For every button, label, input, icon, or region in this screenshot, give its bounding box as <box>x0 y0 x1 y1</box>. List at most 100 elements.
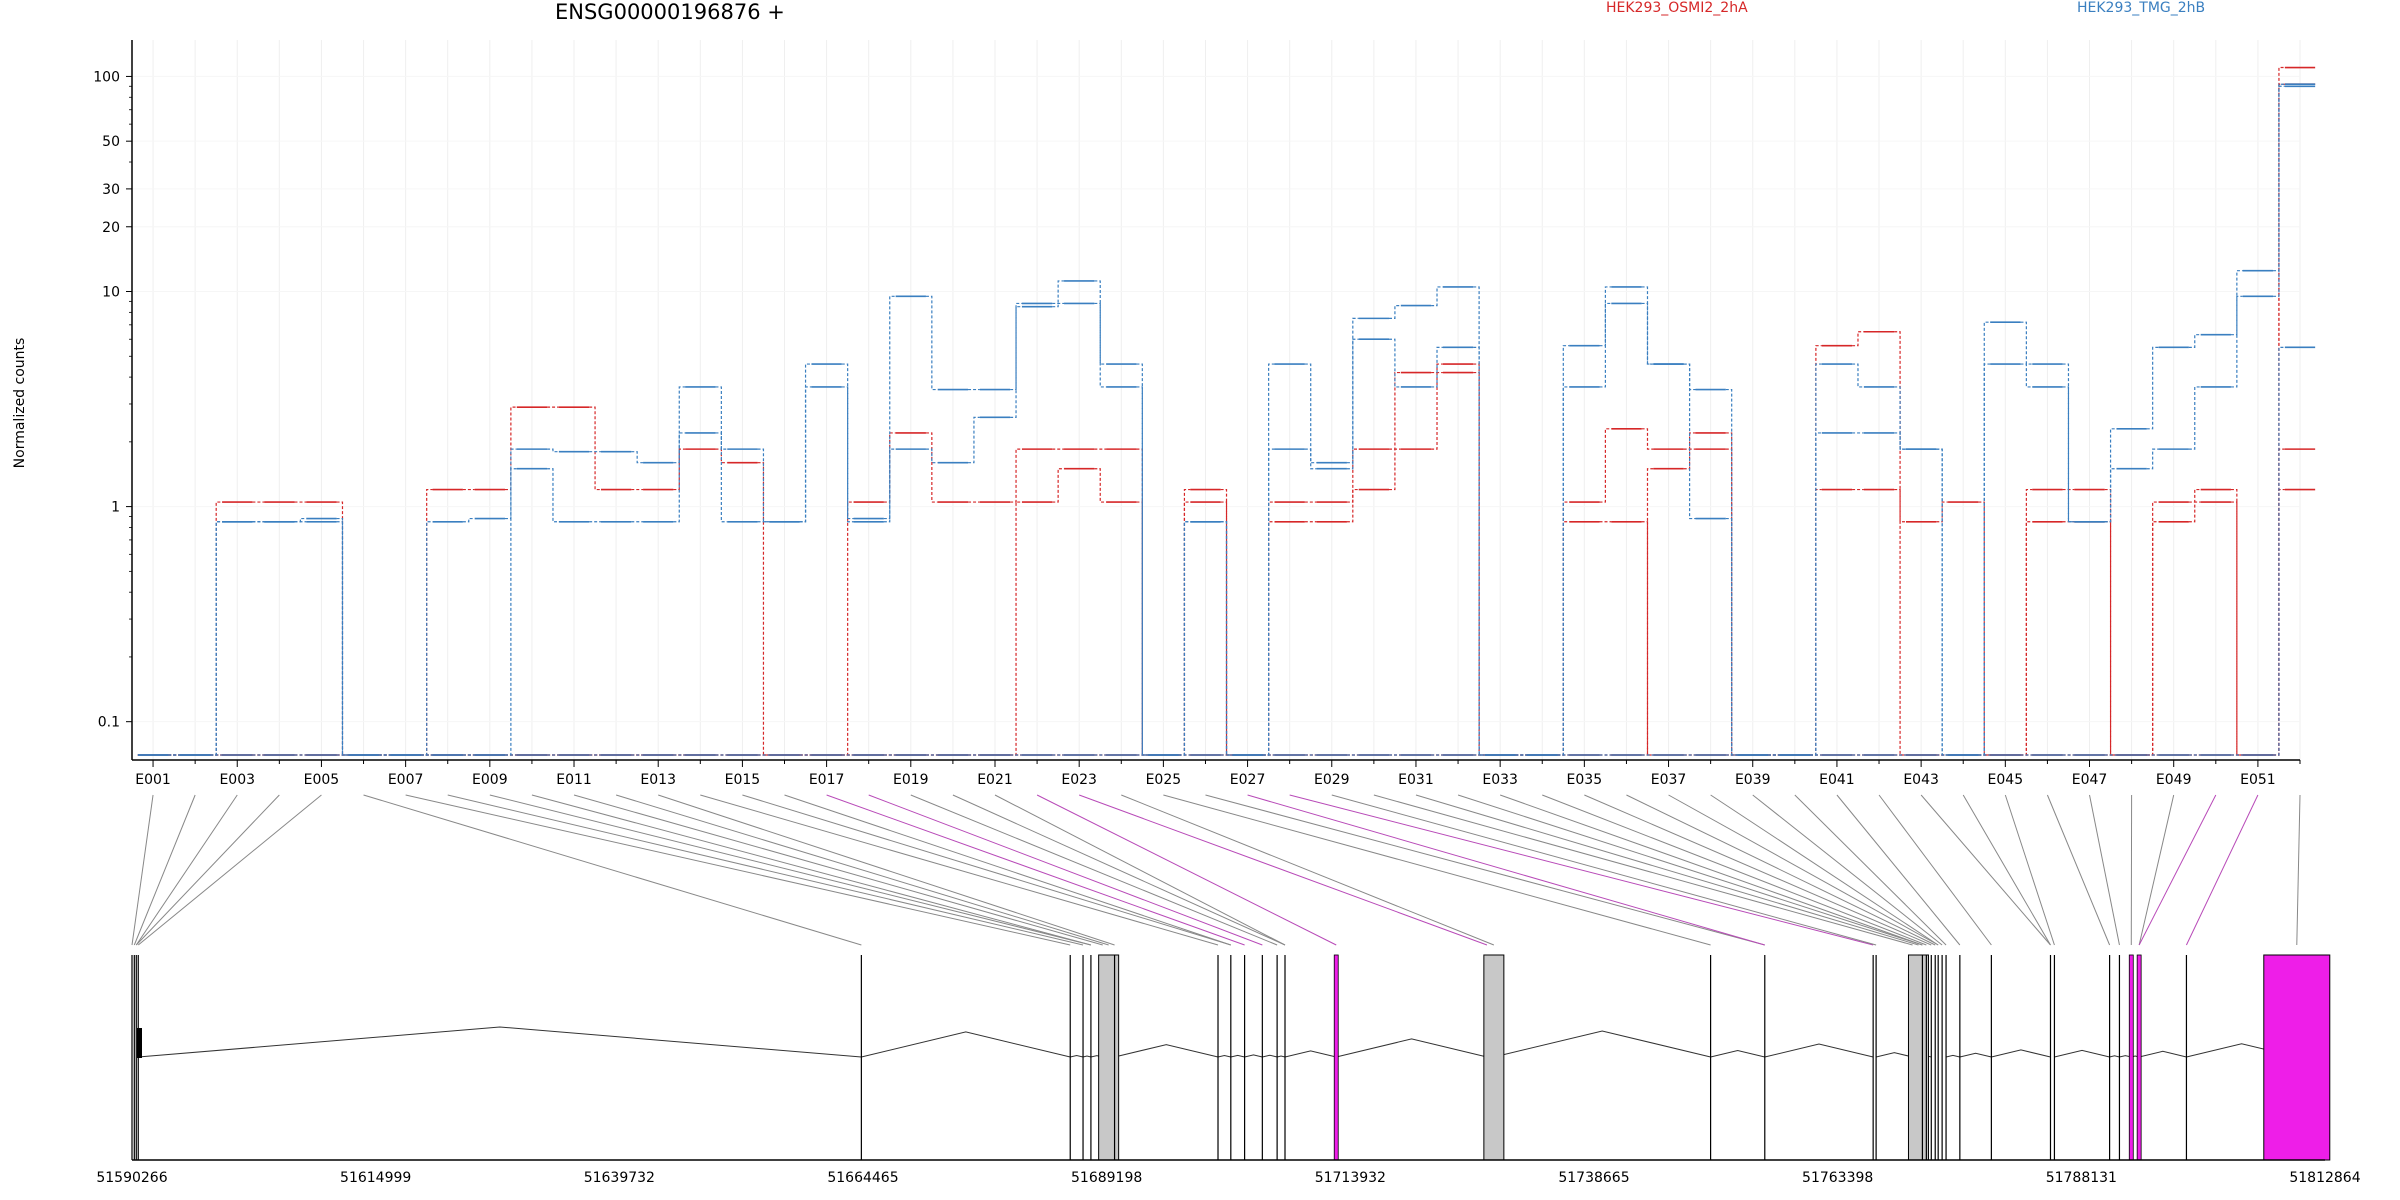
intron <box>861 1031 1071 1058</box>
x-tick-label: E041 <box>1819 772 1855 788</box>
exon-connector <box>1457 794 1923 946</box>
y-tick-label: 100 <box>93 69 120 85</box>
series-connector <box>1304 363 1317 464</box>
intron <box>1082 1055 1092 1058</box>
exon-connector <box>1247 794 1765 946</box>
series-connector <box>883 448 896 523</box>
x-tick-label: E035 <box>1567 772 1603 788</box>
series-connector <box>1304 448 1317 470</box>
series-connector <box>1136 363 1149 756</box>
series-connector <box>2062 363 2075 523</box>
series-connector <box>336 521 349 756</box>
x-tick-label: E001 <box>135 772 171 788</box>
exon-highlight <box>1333 954 1339 1161</box>
series-connector <box>1557 345 1570 756</box>
intron <box>1114 1044 1219 1058</box>
x-tick-label: E017 <box>809 772 845 788</box>
legend-label-osmi: HEK293_OSMI2_2hA <box>1606 0 1748 16</box>
series-connector <box>1010 501 1022 756</box>
series-connector <box>2020 521 2033 756</box>
series-connector <box>925 432 938 503</box>
series-connector <box>2188 488 2201 503</box>
exon-connector <box>1373 794 1913 946</box>
y-tick-label: 30 <box>102 182 120 198</box>
series-connector <box>547 468 559 523</box>
exon-connector <box>1584 794 1932 946</box>
exon-connector <box>1962 794 2051 946</box>
series-connector <box>1641 302 1654 365</box>
intron <box>1710 1049 1765 1058</box>
y-tick-label: 20 <box>102 220 120 236</box>
series-connector <box>1599 428 1612 503</box>
gene-tick-label: 51664465 <box>827 1170 898 1186</box>
exon-connector <box>2089 794 2120 946</box>
series-connector <box>1094 468 1107 503</box>
exon-connector <box>489 794 1092 946</box>
series-connector <box>2230 488 2243 756</box>
y-gridlines <box>132 75 2300 723</box>
x-tick-label: E049 <box>2156 772 2192 788</box>
intron <box>2139 1050 2187 1058</box>
series-connector <box>589 406 601 491</box>
series-connector <box>504 406 517 491</box>
exon-connector <box>1794 794 1947 946</box>
intron <box>1217 1054 1231 1058</box>
gene-tick-label: 51763398 <box>1802 1170 1873 1186</box>
series-connector <box>757 448 770 523</box>
exon-connector <box>135 794 238 946</box>
exon-connector <box>2296 794 2301 946</box>
series-connector <box>2104 488 2117 756</box>
x-tick-label: E013 <box>640 772 676 788</box>
series-connector <box>1936 448 1949 756</box>
intron <box>1991 1049 2051 1058</box>
x-tick-label: E029 <box>1314 772 1350 788</box>
y-tick-label: 10 <box>102 285 120 301</box>
exon-connector <box>952 794 1286 946</box>
series-connector <box>1599 302 1612 347</box>
series-connector <box>1178 521 1191 756</box>
x-tick-label: E037 <box>1651 772 1687 788</box>
series-connector <box>1431 346 1443 388</box>
exon-connector <box>700 794 1219 946</box>
gene-tick-label: 51590266 <box>96 1170 167 1186</box>
exon-connector <box>447 794 1084 946</box>
series-connector <box>1431 286 1443 307</box>
exon-grey <box>1098 954 1120 1161</box>
series-connector <box>1010 448 1022 503</box>
series-connector <box>925 448 938 464</box>
series-connector <box>1725 388 1738 756</box>
exon-connector <box>1752 794 1943 946</box>
exon-grey <box>1907 954 1929 1161</box>
series-connector <box>1136 448 1149 756</box>
series-connector <box>631 451 644 464</box>
series-connector <box>715 448 728 464</box>
series-connector <box>1346 317 1359 464</box>
x-tick-label: E047 <box>2072 772 2108 788</box>
series-connector <box>1094 302 1107 388</box>
series-connector <box>1010 302 1022 418</box>
series-connector <box>1389 305 1401 319</box>
exon-connector <box>1121 794 1495 946</box>
exon-connector <box>363 794 862 946</box>
exon-connector <box>531 794 1092 946</box>
series-connector <box>1220 521 1233 756</box>
series-connector <box>1599 286 1612 388</box>
intron <box>1875 1052 1913 1058</box>
series-layer <box>137 66 2316 756</box>
gene-tick-label: 51812864 <box>2289 1170 2360 1186</box>
exon-connectors <box>131 794 2301 946</box>
series-connector <box>1473 346 1486 756</box>
exon-connector <box>1163 794 1711 946</box>
exon-connector <box>1499 794 1923 946</box>
series-connector <box>799 386 812 523</box>
series-connector <box>1894 331 1906 756</box>
series-connector <box>673 432 686 523</box>
series-connector <box>2146 448 2159 470</box>
exon-connector <box>784 794 1231 946</box>
gene-tick-label: 51689198 <box>1071 1170 1142 1186</box>
series-connector <box>673 386 686 464</box>
intron <box>138 1026 862 1058</box>
exon-connector <box>133 794 196 946</box>
series-connector <box>841 363 854 520</box>
series-connector <box>1683 363 1696 520</box>
